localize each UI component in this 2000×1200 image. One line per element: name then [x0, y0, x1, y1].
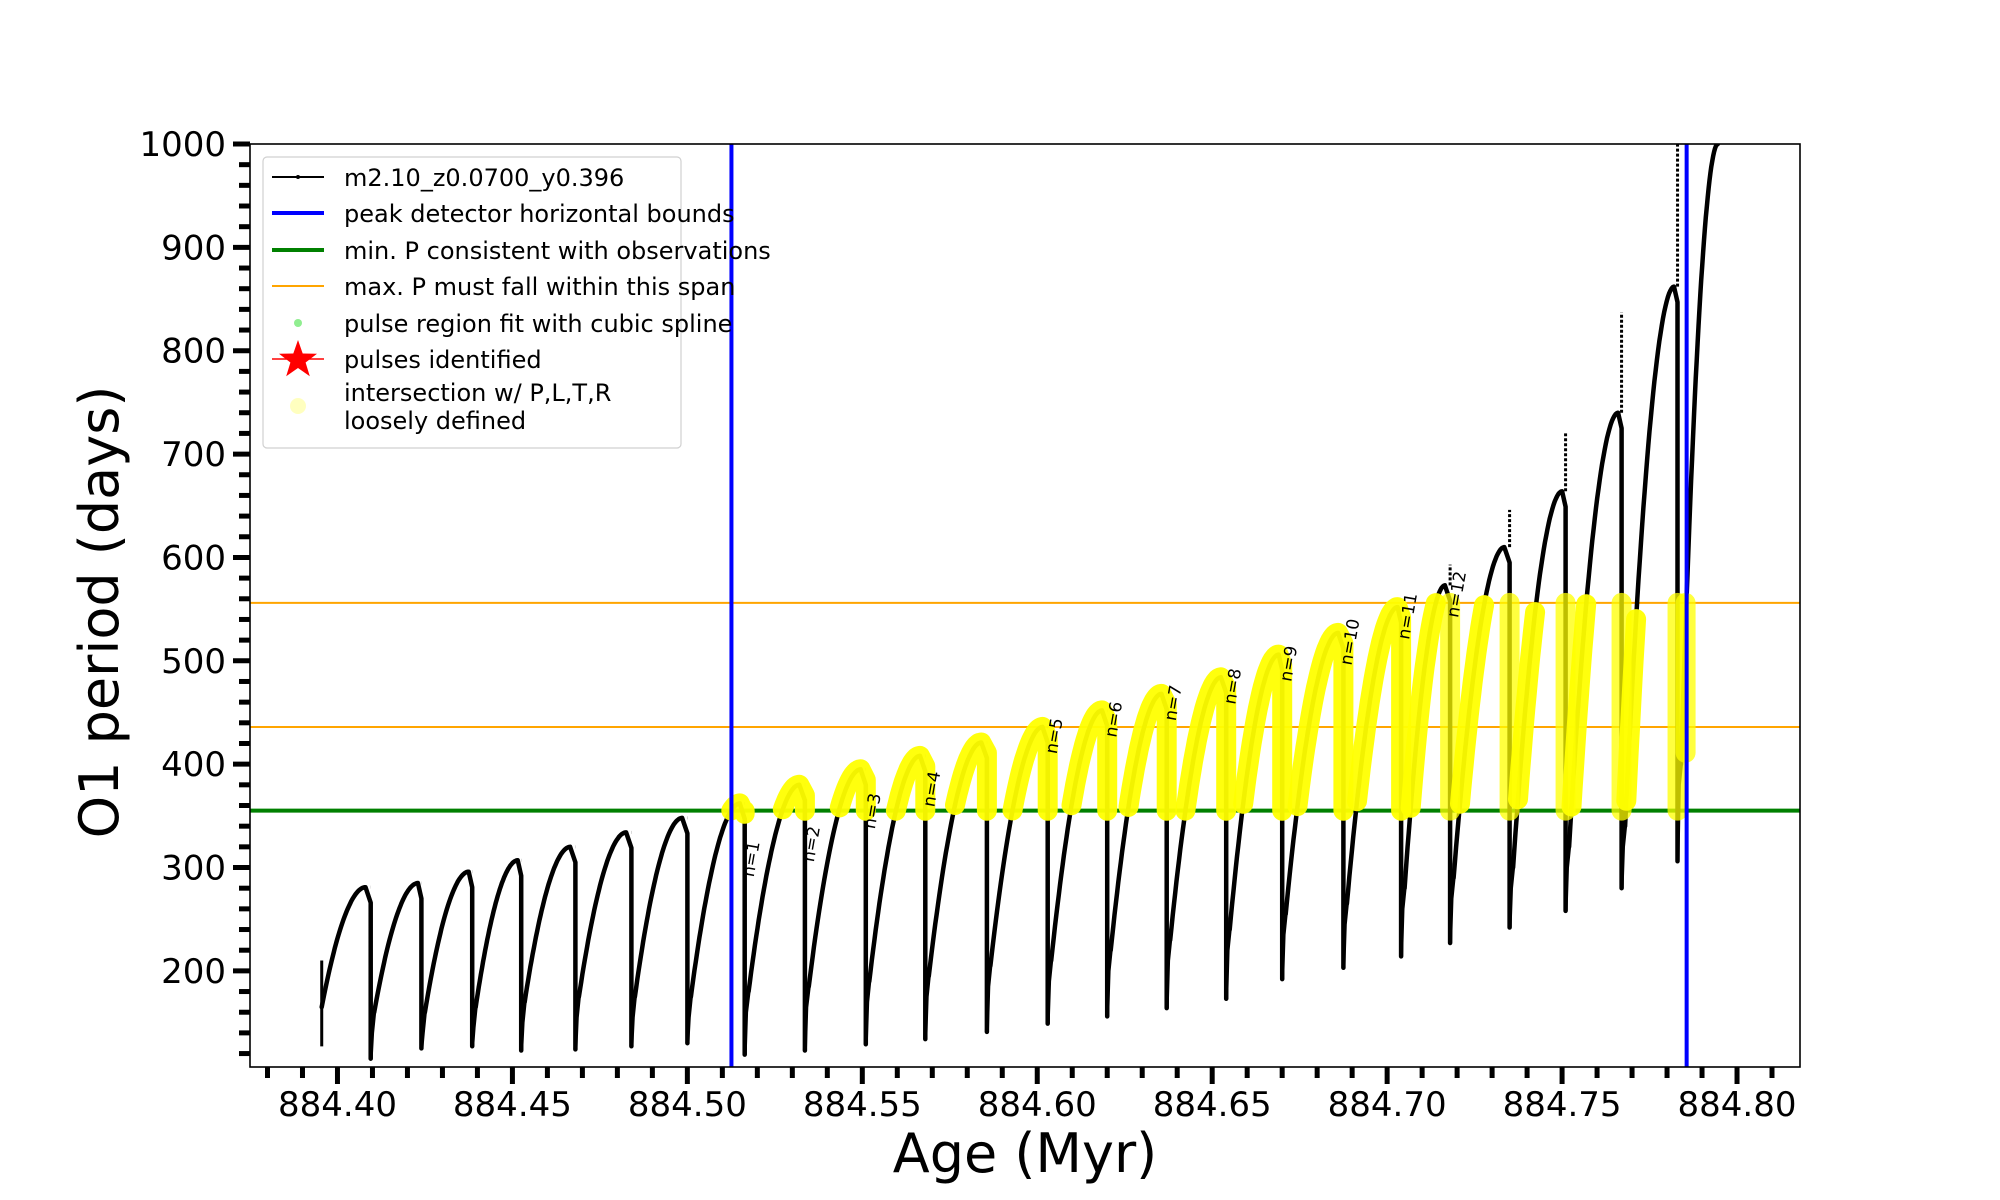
legend-dot-marker [294, 319, 302, 327]
track-hook [1045, 960, 1054, 1024]
track-hook [685, 996, 693, 1044]
track-hook [1619, 825, 1628, 889]
intersection-highlight [1287, 622, 1354, 821]
track-hook [802, 986, 811, 1051]
legend-label: peak detector horizontal bounds [344, 200, 735, 228]
y-tick-label: 500 [161, 642, 226, 682]
intersection-highlight [1561, 594, 1597, 817]
legend-entry: min. P consistent with observations [272, 237, 771, 265]
legend-label: min. P consistent with observations [344, 237, 771, 265]
intersection-highlight [945, 732, 997, 821]
x-tick-label: 884.75 [1503, 1085, 1622, 1125]
intersection-highlight [1233, 644, 1293, 821]
x-tick-label: 884.55 [803, 1085, 922, 1125]
track-pulse [576, 830, 634, 1049]
intersection-highlight [1002, 716, 1058, 821]
intersection-highlight [1061, 700, 1118, 821]
track-hook [1280, 913, 1288, 980]
track-hook [923, 975, 931, 1040]
y-tick-label: 700 [161, 435, 226, 475]
legend-label: pulse region fit with cubic spline [344, 310, 732, 338]
intersection-highlight [885, 745, 936, 821]
x-tick-label: 884.50 [628, 1085, 747, 1125]
track-hook [573, 996, 581, 1050]
legend-entry: pulse region fit with cubic spline [294, 310, 732, 338]
intersection-highlight [772, 774, 815, 821]
legend-box [262, 156, 682, 449]
track-hook [1399, 887, 1407, 957]
track-hook [863, 980, 872, 1045]
track-pulse [422, 869, 475, 1049]
track-hook [629, 996, 637, 1047]
intersection-highlight [1616, 609, 1647, 811]
y-axis: 200 300 400 500 600 700 800 900 1000 [139, 125, 250, 1057]
track-pulse [632, 815, 690, 1046]
x-tick-label: 884.70 [1328, 1085, 1447, 1125]
legend-label: loosely defined [344, 407, 526, 435]
intersection-highlight [829, 759, 876, 821]
intersection-highlight [1400, 593, 1446, 818]
track-pulse [319, 884, 373, 1061]
x-tick-label: 884.60 [978, 1085, 1097, 1125]
track-hook [1224, 929, 1232, 999]
y-tick-label: 1000 [139, 125, 226, 165]
intersection-highlight [1508, 602, 1546, 810]
track-hook [1105, 949, 1113, 1017]
track-hook [1164, 939, 1173, 1009]
track-hook [368, 1011, 377, 1059]
legend-star-icon [279, 340, 317, 377]
legend-entry: pulses identified [272, 340, 542, 377]
track-hook [470, 1006, 478, 1047]
track-hook [1507, 867, 1516, 928]
y-axis-title: O1 period (days) [68, 386, 131, 839]
legend-label: pulses identified [344, 346, 542, 374]
legend-entry: max. P must fall within this span [272, 273, 735, 301]
legend-label: max. P must fall within this span [344, 273, 735, 301]
track-hook [984, 965, 993, 1032]
intersection-highlight [1118, 683, 1177, 821]
x-tick-label: 884.65 [1153, 1085, 1272, 1125]
y-tick-label: 400 [161, 745, 226, 785]
intersection-highlight [1175, 667, 1237, 821]
track-hook [419, 1011, 427, 1049]
x-axis: 884.40 884.45 884.50 884.55 884.60 884.65 884.… [264, 1067, 1797, 1125]
track-hook [1341, 903, 1349, 968]
y-tick-label: 900 [161, 228, 226, 268]
y-tick-label: 200 [161, 952, 226, 992]
legend-dot-marker [296, 175, 300, 179]
track-pulse [473, 858, 524, 1053]
legend-entry: m2.10_z0.0700_y0.396 [272, 164, 624, 192]
track-pulse [522, 844, 578, 1052]
legend-label: m2.10_z0.0700_y0.396 [344, 164, 624, 192]
y-tick-label: 600 [161, 538, 226, 578]
track-hook [742, 991, 751, 1055]
intersection-highlight [1450, 595, 1495, 814]
y-tick-label: 800 [161, 332, 226, 372]
track-hook [1448, 877, 1456, 944]
x-tick-label: 884.40 [278, 1085, 397, 1125]
axes-frame [249, 143, 1801, 1068]
legend-label: intersection w/ P,L,T,R [344, 379, 611, 407]
legend-entry: peak detector horizontal bounds [272, 200, 735, 228]
x-axis-title: Age (Myr) [893, 1122, 1158, 1185]
intersection-highlight [1347, 597, 1412, 821]
plot-area [250, 144, 1800, 1067]
track-hook [519, 1001, 527, 1051]
y-tick-label: 300 [161, 849, 226, 889]
x-tick-label: 884.80 [1678, 1085, 1797, 1125]
track-pulse [371, 880, 424, 1051]
legend-dot-marker [290, 398, 306, 414]
x-tick-label: 884.45 [453, 1085, 572, 1125]
track-hook [1563, 846, 1572, 911]
